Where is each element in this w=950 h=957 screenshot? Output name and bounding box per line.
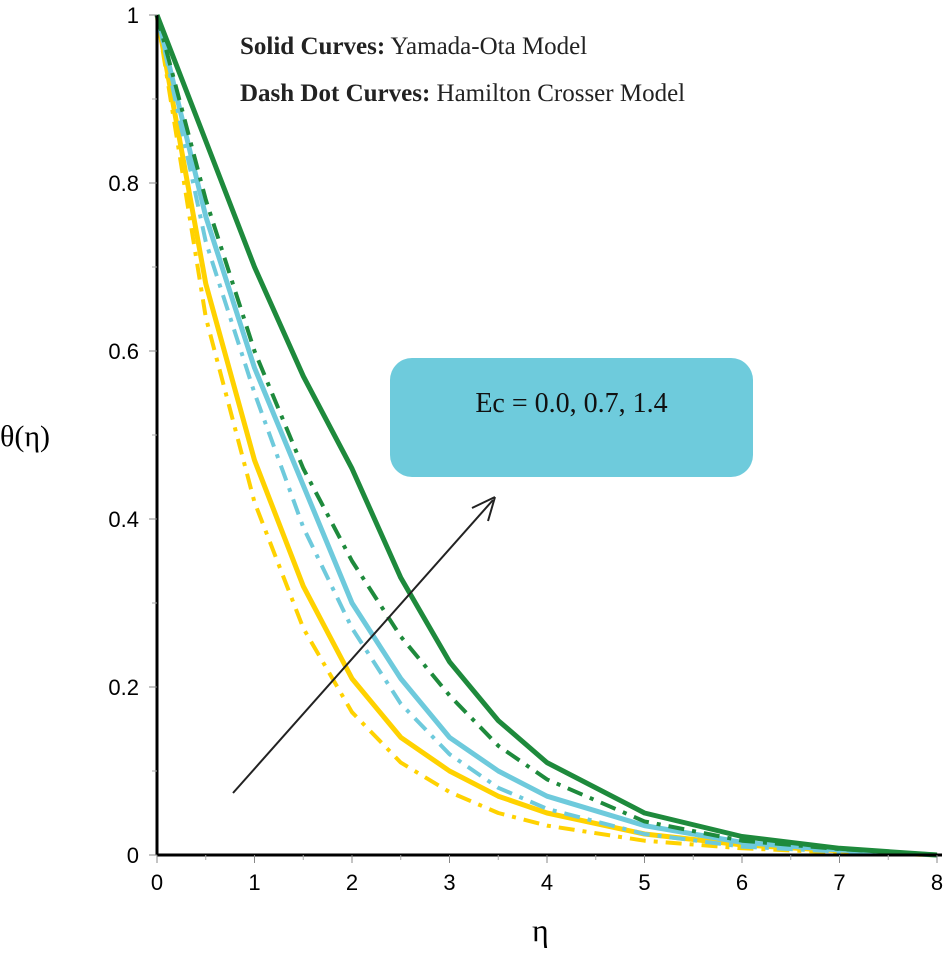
series-line-5-solid [154,14,938,858]
y-axis-label: θ(η) [0,420,51,453]
series-line-3-dashdot [155,14,938,857]
ec-arrow-line [232,499,494,794]
x-tick-label: 7 [833,870,845,895]
dashdot-label: Dash Dot Curves: [240,80,431,107]
ec-legend-box: Ec = 0.0, 0.7, 1.4 [390,358,753,477]
x-tick-label: 2 [346,870,358,895]
y-tick-label: 0.8 [108,171,139,196]
series-line-4-dashdot [155,14,938,857]
y-tick-label: 0.2 [108,675,139,700]
solid-curves-note: Solid Curves: Yamada-Ota Model [240,33,587,61]
y-tick-label: 0.4 [108,507,139,532]
x-tick-label: 1 [248,870,260,895]
ec-arrow-head-icon [471,496,496,522]
dashdot-curves-note: Dash Dot Curves: Hamilton Crosser Model [240,80,685,108]
x-tick-label: 6 [736,870,748,895]
ec-legend-text: Ec = 0.0, 0.7, 1.4 [475,388,668,419]
x-tick-label: 4 [541,870,553,895]
x-axis-label: η [532,912,549,948]
solid-label: Solid Curves: [240,33,386,60]
solid-model: Yamada-Ota Model [390,33,588,60]
y-tick-label: 0.6 [108,339,139,364]
x-tick-label: 0 [151,870,163,895]
x-tick-label: 5 [638,870,650,895]
x-tick-label: 8 [931,870,943,895]
x-tick-label: 3 [443,870,455,895]
y-tick-label: 1 [127,3,139,28]
dashdot-model: Hamilton Crosser Model [436,80,686,107]
y-tick-label: 0 [127,843,139,868]
